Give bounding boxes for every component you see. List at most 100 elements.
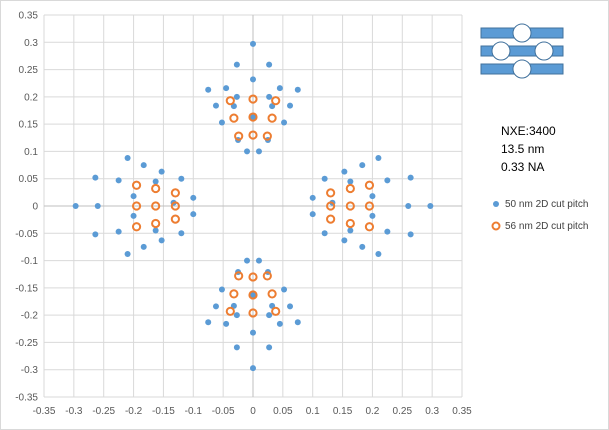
data-point	[341, 168, 348, 175]
data-point	[248, 94, 258, 104]
data-point	[364, 222, 375, 232]
data-point	[233, 93, 240, 100]
data-point	[170, 188, 180, 198]
data-point	[326, 188, 336, 198]
y-tick-label: -0.35	[15, 393, 38, 404]
data-point	[130, 212, 137, 219]
y-tick-label: 0.25	[19, 65, 39, 76]
axes	[44, 15, 462, 397]
data-point	[94, 203, 101, 209]
data-point	[369, 212, 376, 219]
annotation-block: NXE:3400 13.5 nm 0.33 NA	[501, 124, 556, 174]
data-point	[250, 76, 256, 83]
data-point	[262, 271, 272, 281]
annotation-tool: NXE:3400	[501, 124, 556, 138]
data-point	[369, 193, 376, 200]
data-point	[271, 306, 281, 316]
data-point	[248, 112, 258, 122]
data-point	[287, 102, 294, 109]
data-point	[190, 194, 197, 201]
data-point	[140, 243, 147, 250]
data-point	[212, 102, 219, 109]
x-tick-label: 0.05	[273, 406, 293, 417]
x-tick-label: -0.05	[212, 406, 235, 417]
data-point	[321, 230, 328, 237]
data-point	[223, 85, 230, 92]
data-point	[140, 162, 147, 169]
data-point	[152, 178, 159, 185]
data-point	[266, 344, 273, 351]
data-point	[152, 227, 159, 234]
data-point	[124, 251, 131, 258]
data-point	[326, 214, 336, 224]
data-point	[294, 319, 301, 326]
data-point	[218, 286, 225, 293]
data-point	[151, 218, 161, 229]
data-point	[267, 289, 277, 299]
data-point	[223, 320, 230, 327]
data-point	[92, 231, 99, 238]
data-point	[309, 194, 316, 201]
data-point	[131, 180, 142, 190]
data-point	[178, 230, 185, 237]
data-point	[407, 231, 414, 238]
data-point	[178, 175, 185, 182]
data-point	[130, 193, 137, 200]
data-point	[359, 162, 366, 169]
data-point	[427, 203, 434, 209]
x-tick-label: 0.1	[306, 406, 320, 417]
y-tick-label: 0.15	[19, 120, 39, 131]
x-tick-label: 0.3	[425, 406, 439, 417]
data-point	[131, 201, 142, 211]
data-point	[255, 148, 262, 155]
data-point	[244, 148, 251, 155]
data-point	[229, 113, 239, 123]
data-point	[158, 237, 165, 244]
data-point	[281, 119, 288, 126]
annotation-wavelength: 13.5 nm	[501, 142, 544, 156]
data-point	[248, 290, 258, 300]
data-point	[233, 61, 240, 68]
data-point	[248, 272, 258, 282]
x-tick-label: 0.15	[333, 406, 353, 417]
data-point	[345, 218, 355, 229]
data-point	[250, 114, 256, 121]
data-point	[131, 222, 142, 232]
legend: 50 nm 2D cut pitch 56 nm 2D cut pitch	[491, 199, 588, 232]
data-point	[234, 271, 244, 281]
series-50nm	[72, 40, 434, 372]
legend-marker-56nm	[491, 221, 501, 231]
data-point	[262, 131, 272, 141]
y-tick-label: -0.2	[21, 311, 39, 322]
x-tick-label: -0.3	[65, 406, 83, 417]
data-point	[170, 201, 180, 211]
data-point	[287, 303, 294, 310]
legend-label-56nm: 56 nm 2D cut pitch	[505, 221, 588, 232]
data-point	[276, 320, 283, 327]
data-point	[151, 183, 161, 194]
data-point	[364, 201, 375, 211]
y-tick-label: 0	[32, 202, 38, 213]
x-tick-label: -0.1	[185, 406, 203, 417]
data-point	[248, 130, 258, 140]
data-point	[92, 174, 99, 181]
data-point	[250, 40, 256, 47]
y-tick-label: 0.35	[19, 11, 39, 22]
y-tick-label: 0.1	[24, 147, 38, 158]
data-point	[225, 306, 235, 316]
series-56nm	[131, 94, 375, 318]
annotation-na: 0.33 NA	[501, 160, 544, 174]
reticle-mask-icon	[480, 23, 564, 79]
legend-marker-50nm	[493, 201, 499, 207]
y-tick-label: 0.2	[24, 92, 38, 103]
y-tick-label: 0.05	[19, 174, 39, 185]
y-tick-label: -0.25	[15, 338, 38, 349]
data-point	[375, 251, 382, 258]
data-point	[205, 319, 212, 326]
data-point	[218, 119, 225, 126]
x-tick-label: 0.35	[452, 406, 472, 417]
data-point	[375, 154, 382, 161]
y-tick-label: -0.15	[15, 283, 38, 294]
data-point	[229, 289, 239, 299]
